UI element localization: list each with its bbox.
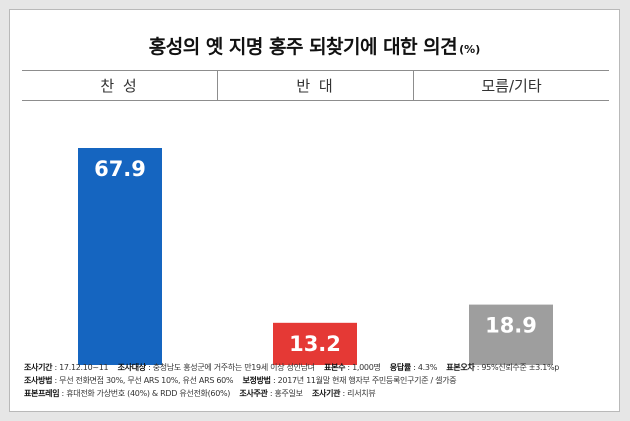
category-header-row: 찬 성 반 대 모름/기타: [22, 70, 609, 101]
footnote-period: 조사기간 : 17.12.10~11: [24, 363, 109, 372]
category-header-yes: 찬 성: [22, 71, 218, 100]
chart-card: 홍성의 옛 지명 홍주 되찾기에 대한 의견 (%) 찬 성 반 대 모름/기타 …: [9, 9, 620, 412]
category-header-unknown: 모름/기타: [481, 77, 542, 95]
chart-title-block: 홍성의 옛 지명 홍주 되찾기에 대한 의견 (%): [10, 32, 619, 59]
footnote-method: 조사방법 : 무선 전화면접 30%, 무선 ARS 10%, 유선 ARS 6…: [24, 376, 234, 385]
footnote-line-2: 조사방법 : 무선 전화면접 30%, 무선 ARS 10%, 유선 ARS 6…: [24, 374, 609, 387]
footnote-margin: 표본오차 : 95%신뢰수준 ±3.1%p: [446, 363, 560, 372]
bar-chart: 67.9 13.2 18.9: [78, 148, 553, 365]
footnote-frame: 표본프레임 : 휴대전화 가상번호 (40%) & RDD 유선전화(60%): [24, 389, 231, 398]
bar-no-value-label: 13.2: [289, 332, 341, 356]
footnote-sample-size: 표본수 : 1,000명: [324, 363, 381, 372]
footnote-line-3: 표본프레임 : 휴대전화 가상번호 (40%) & RDD 유선전화(60%) …: [24, 387, 609, 400]
footnote-target: 조사대상 : 충청남도 홍성군에 거주하는 만19세 이상 성인남녀: [117, 363, 315, 372]
bar-unknown: [469, 304, 553, 365]
footnote-response-rate: 응답률 : 4.3%: [389, 363, 438, 372]
footnote-agency: 조사기관 : 리서치뷰: [312, 389, 376, 398]
bar-yes: [78, 148, 162, 365]
survey-footnote: 조사기간 : 17.12.10~11 조사대상 : 충청남도 홍성군에 거주하는…: [24, 361, 609, 400]
footnote-line-1: 조사기간 : 17.12.10~11 조사대상 : 충청남도 홍성군에 거주하는…: [24, 361, 609, 374]
chart-title: 홍성의 옛 지명 홍주 되찾기에 대한 의견: [148, 36, 458, 58]
bar-no: [273, 322, 357, 365]
footnote-weighting: 보정방법 : 2017년 11월말 현재 행자부 주민등록인구기준 / 셀가중: [242, 376, 457, 385]
footnote-host: 조사주관 : 홍주일보: [239, 389, 303, 398]
chart-unit: (%): [459, 43, 481, 56]
bar-yes-value-label: 67.9: [94, 157, 146, 181]
bar-unknown-value-label: 18.9: [485, 314, 537, 338]
category-header-no: 반 대: [218, 71, 414, 100]
